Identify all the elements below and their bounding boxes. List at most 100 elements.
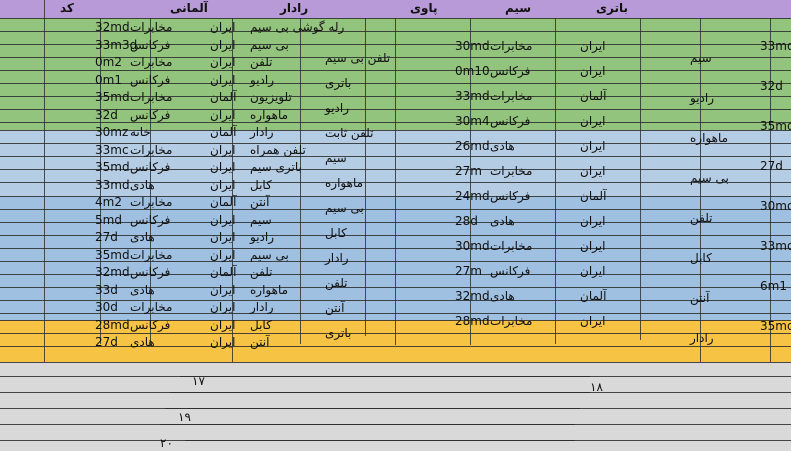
country-cell[interactable]: ایران [210,335,236,349]
code-cell[interactable]: 35md [95,247,130,262]
item-cell[interactable]: بی سیم [250,37,289,52]
item-cell[interactable]: ماهواره [325,176,364,190]
country-cell[interactable]: ایران [210,247,236,262]
code-cell[interactable]: 30md [760,199,791,213]
country-cell[interactable]: ایران [210,282,236,297]
code-cell[interactable]: 28md [95,317,130,332]
item-cell[interactable]: رادیو [690,91,715,105]
code-cell[interactable]: 30mz [95,125,129,139]
header-cell[interactable]: سیم [505,1,532,15]
country-cell[interactable]: ایران [210,20,236,34]
item-cell[interactable]: بی سیم [325,201,364,215]
country-cell[interactable]: ایران [210,37,236,52]
country-cell[interactable]: آلمان [210,125,237,139]
country-cell[interactable]: ایران [210,142,236,157]
code-cell[interactable]: 32md [95,265,130,279]
country-cell[interactable]: ایران [580,214,606,228]
category-cell[interactable]: هادی [130,230,155,244]
country-cell[interactable]: آلمان [210,90,237,104]
category-cell[interactable]: فرکانس [490,64,531,78]
category-cell[interactable]: مخابرات [130,247,173,262]
item-cell[interactable]: آنتن [250,335,270,349]
country-cell[interactable]: ایران [580,239,606,253]
item-cell[interactable]: رادار [325,251,349,265]
item-cell[interactable]: رادار [250,125,274,139]
item-cell[interactable]: تلفن [250,55,273,69]
item-cell[interactable]: کابل [250,177,272,192]
country-cell[interactable]: ایران [210,107,236,122]
country-cell[interactable]: ایران [210,55,236,69]
item-cell[interactable]: کابل [250,317,272,332]
code-cell[interactable]: 33md [455,89,490,103]
code-cell[interactable]: 30d [95,300,118,314]
category-cell[interactable]: هادی [490,214,515,228]
category-cell[interactable]: فرکانس [490,264,531,278]
country-cell[interactable]: ایران [580,39,606,53]
item-cell[interactable]: آنتن [325,301,345,315]
item-cell[interactable]: رادار [250,300,274,314]
code-cell[interactable]: 33md [760,239,791,253]
country-cell[interactable]: ایران [210,72,236,87]
code-cell[interactable]: 27d [760,159,783,173]
category-cell[interactable]: هادی [130,335,155,349]
category-cell[interactable]: فرکانس [130,160,171,174]
code-cell[interactable]: 35md [760,119,791,133]
code-cell[interactable]: 0m2 [95,55,122,69]
category-cell[interactable]: مخابرات [490,39,533,53]
category-cell[interactable]: مخابرات [490,164,533,178]
header-cell[interactable]: رادار [280,1,309,15]
category-cell[interactable]: فرکانس [130,317,171,332]
category-cell[interactable]: فرکانس [130,37,171,52]
item-cell[interactable]: ماهواره [250,107,289,122]
code-cell[interactable]: 28md [455,314,490,328]
country-cell[interactable]: آلمان [580,289,607,303]
item-cell[interactable]: باتری سیم [250,160,302,174]
category-cell[interactable]: مخابرات [490,239,533,253]
item-cell[interactable]: باتری [325,76,352,90]
item-cell[interactable]: آنتن [690,291,710,305]
code-cell[interactable]: 32md [95,20,130,34]
country-cell[interactable]: ایران [210,160,236,174]
country-cell[interactable]: ایران [210,230,236,244]
code-cell[interactable]: 32d [760,79,783,93]
country-cell[interactable]: آلمان [580,89,607,103]
category-cell[interactable]: هادی [130,282,155,297]
code-cell[interactable]: 5md [95,212,122,227]
category-cell[interactable]: هادی [490,139,515,153]
code-cell[interactable]: 35md [95,90,130,104]
item-cell[interactable]: تلویزیون [250,90,292,104]
item-cell[interactable]: بی سیم [690,171,729,185]
country-cell[interactable]: ایران [210,300,236,314]
country-cell[interactable]: ایران [580,264,606,278]
item-cell[interactable]: آنتن [250,195,270,209]
category-cell[interactable]: فرکانس [130,72,171,87]
category-cell[interactable]: مخابرات [130,90,173,104]
item-cell[interactable]: ماهواره [250,282,289,297]
code-cell[interactable]: 33md [95,177,130,192]
category-cell[interactable]: هادی [130,177,155,192]
country-cell[interactable]: ایران [580,314,606,328]
category-cell[interactable]: مخابرات [130,195,173,209]
category-cell[interactable]: مخابرات [130,55,173,69]
code-cell[interactable]: 30md [455,239,490,253]
code-cell[interactable]: 30m4 [455,114,490,128]
item-cell[interactable]: کابل [690,251,712,265]
category-cell[interactable]: فرکانس [130,212,171,227]
code-cell[interactable]: 35md [760,319,791,333]
code-cell[interactable]: 4m2 [95,195,122,209]
code-cell[interactable]: 27d [95,335,118,349]
code-cell[interactable]: 33m3d [95,37,138,52]
code-cell[interactable]: 26md [455,139,490,153]
item-cell[interactable]: باتری [325,326,352,340]
country-cell[interactable]: آلمان [580,189,607,203]
code-cell[interactable]: 0m1 [95,72,122,87]
country-cell[interactable]: ایران [580,164,606,178]
header-cell[interactable]: باتری [596,1,628,15]
code-cell[interactable]: 27m [455,264,482,278]
code-cell[interactable]: 24md [455,189,490,203]
code-cell[interactable]: 35md [95,160,130,174]
country-cell[interactable]: آلمان [210,265,237,279]
country-cell[interactable]: ایران [210,177,236,192]
category-cell[interactable]: هادی [490,289,515,303]
category-cell[interactable]: مخابرات [130,20,173,34]
